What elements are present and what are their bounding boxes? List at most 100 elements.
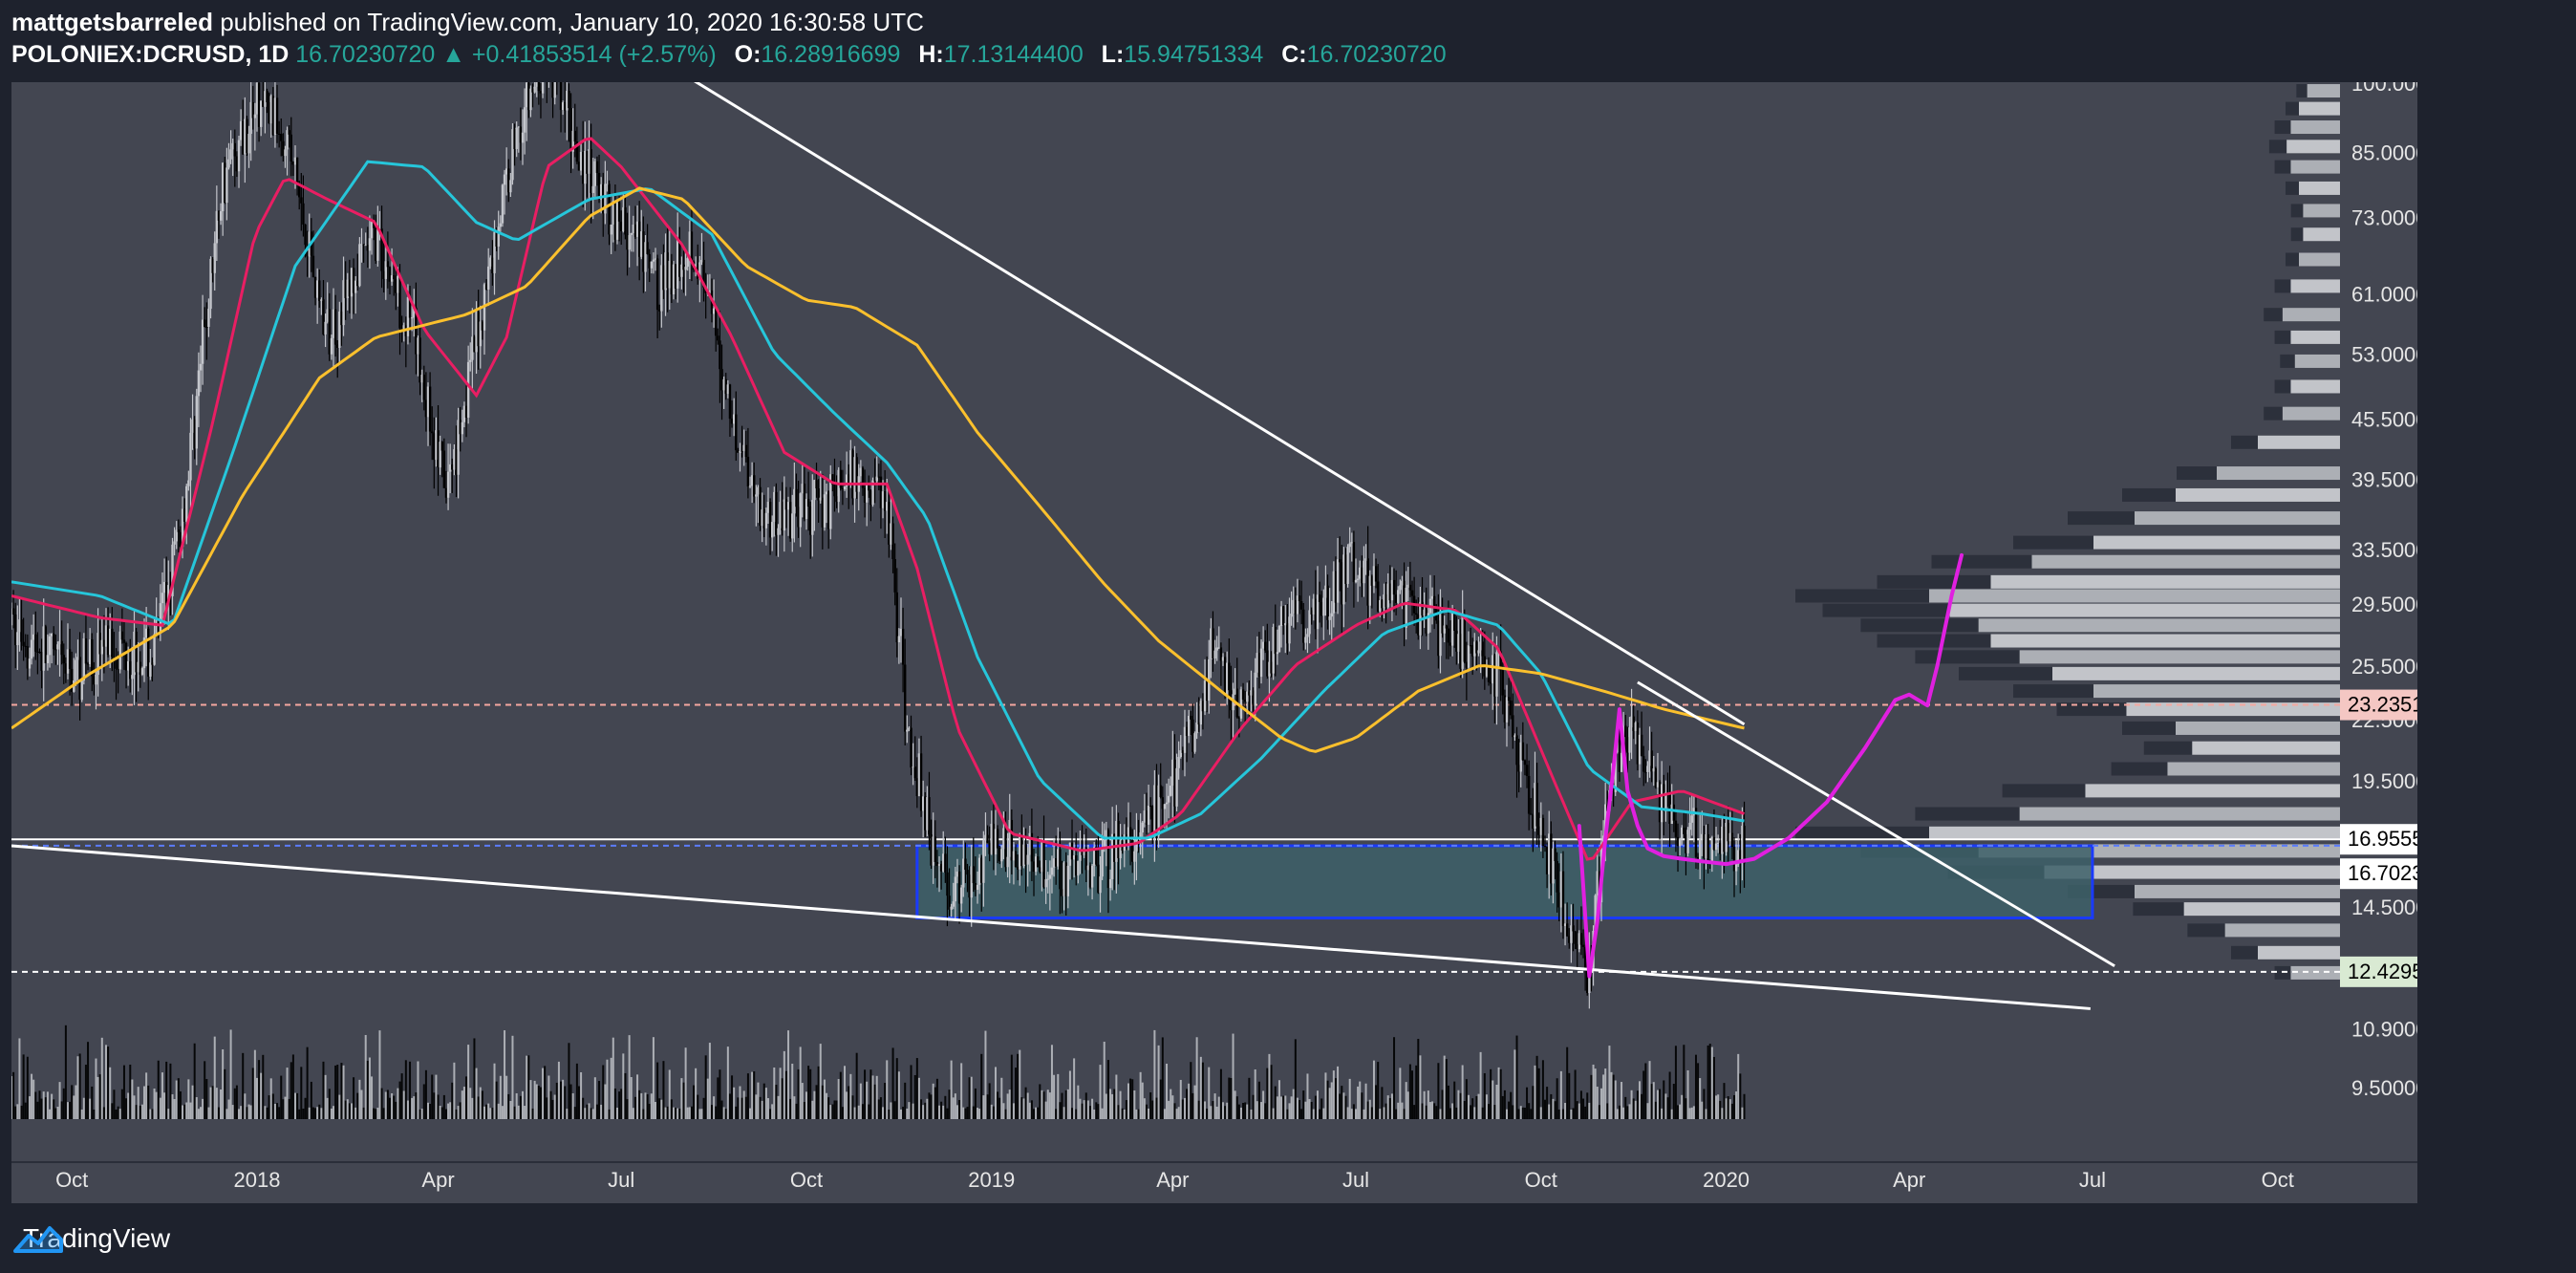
candle-body	[817, 488, 820, 501]
candle-body	[453, 449, 456, 470]
candle-body	[646, 242, 649, 254]
candle-body	[1583, 946, 1587, 969]
candle-body	[1512, 715, 1514, 738]
volume-bar	[888, 1109, 891, 1119]
volume-bar	[676, 1108, 679, 1119]
price-chart[interactable]: 100.0000000085.0000000073.0000000061.000…	[11, 82, 2417, 1203]
candle-body	[1115, 820, 1118, 862]
volume-bar	[1488, 1104, 1491, 1119]
volume-bar	[779, 1068, 782, 1119]
volume-bar	[811, 1100, 814, 1119]
candle-body	[479, 321, 482, 347]
candle-body	[440, 442, 443, 451]
volume-bar	[1206, 1108, 1209, 1119]
candle-body	[806, 499, 810, 507]
candle-body	[921, 796, 925, 811]
volume-bar	[1117, 1105, 1120, 1119]
volume-bar	[28, 1096, 31, 1119]
volume-bar	[107, 1046, 110, 1119]
volume-bar	[75, 1085, 77, 1119]
volume-bar	[1650, 1084, 1653, 1119]
candle-body	[275, 97, 279, 134]
candle-body	[1450, 610, 1454, 646]
candle-body	[342, 280, 345, 326]
volume-profile-bar	[2093, 535, 2340, 550]
volume-bar	[231, 1105, 234, 1119]
volume-bar	[942, 1105, 945, 1119]
volume-bar	[817, 1066, 820, 1119]
candle-body	[1408, 584, 1412, 591]
volume-profile-bar	[2299, 252, 2340, 267]
volume-bar	[489, 1108, 492, 1119]
volume-bar	[1648, 1061, 1651, 1119]
volume-bar	[1399, 1068, 1402, 1119]
volume-profile-bar-down	[2268, 140, 2287, 154]
volume-bar	[827, 1097, 830, 1119]
candle-body	[1110, 833, 1114, 879]
volume-bar	[848, 1086, 850, 1119]
volume-bar	[253, 1049, 256, 1119]
candle-body	[229, 149, 232, 160]
time-axis[interactable]: Oct 2018 Apr Jul Oct 2019 Apr Jul Oct 2020 Apr Jul O…	[11, 1161, 2417, 1192]
high-value: 17.13144400	[943, 41, 1084, 68]
candle-body	[688, 231, 692, 259]
candle-body	[340, 311, 343, 326]
volume-bar	[1641, 1093, 1643, 1119]
price-axis[interactable]: 100.0000000085.0000000073.0000000061.000…	[2340, 82, 2417, 1203]
volume-bar	[242, 1052, 245, 1119]
volume-bar	[1026, 1092, 1029, 1119]
chart-area[interactable]: 100.0000000085.0000000073.0000000061.000…	[11, 82, 2417, 1203]
volume-bar	[1656, 1090, 1659, 1119]
candle-body	[1077, 860, 1080, 876]
volume-bar	[93, 1109, 96, 1119]
symbol-label[interactable]: POLONIEX:DCRUSD, 1D	[11, 41, 290, 68]
volume-bar	[1044, 1101, 1047, 1119]
candle-body	[604, 183, 607, 214]
volume-bar	[1081, 1103, 1084, 1119]
candle-body	[1002, 828, 1005, 850]
volume-bar	[1028, 1102, 1031, 1119]
candle-body	[992, 823, 996, 855]
candle-body	[30, 639, 33, 659]
volume-bar	[1224, 1106, 1227, 1119]
volume-bar	[766, 1098, 769, 1119]
volume-bar	[1715, 1095, 1718, 1119]
candle-body	[268, 102, 270, 124]
price-tick-label: 39.50000000	[2351, 468, 2417, 492]
candle-body	[177, 529, 181, 532]
candle-body	[76, 657, 79, 660]
volume-bar	[1133, 1090, 1136, 1119]
volume-bar	[932, 1083, 934, 1119]
volume-bar	[566, 1109, 569, 1119]
candle-body	[237, 140, 241, 172]
candle-body	[1552, 848, 1555, 884]
candle-body	[1676, 836, 1680, 847]
author-name[interactable]: mattgetsbarreled	[11, 8, 213, 36]
volume-bar	[240, 1106, 243, 1119]
volume-bar	[413, 1096, 416, 1119]
price-tick-label: 33.50000000	[2351, 538, 2417, 562]
candle-body	[448, 464, 452, 472]
candle-body	[674, 264, 677, 289]
volume-bar	[1475, 1095, 1478, 1119]
candle-body	[42, 626, 45, 671]
candle-body	[1386, 583, 1389, 608]
candle-body	[459, 420, 462, 435]
volume-bar	[720, 1100, 723, 1119]
volume-bar	[960, 1063, 963, 1119]
candle-body	[561, 102, 565, 111]
candle-body	[845, 474, 848, 486]
volume-bar	[189, 1102, 192, 1119]
candle-body	[503, 174, 506, 185]
candle-body	[757, 486, 760, 495]
volume-bar	[1584, 1106, 1587, 1119]
volume-bar	[864, 1069, 867, 1119]
close-label: C:	[1281, 41, 1307, 68]
volume-bar	[1199, 1056, 1202, 1119]
candle-body	[109, 628, 112, 656]
volume-bar	[759, 1096, 762, 1119]
volume-bar	[465, 1076, 468, 1119]
tradingview-brand[interactable]: TradingView	[13, 1222, 170, 1255]
candle-body	[1075, 854, 1078, 876]
candle-body	[1579, 933, 1583, 945]
